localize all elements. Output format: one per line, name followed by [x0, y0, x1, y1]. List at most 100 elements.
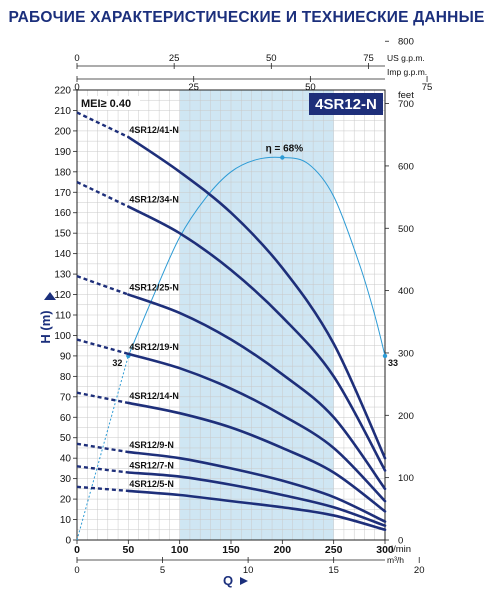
y-tick-label: 100	[54, 331, 71, 342]
y-tick-label: 0	[65, 536, 71, 547]
us-tick-label: 75	[363, 53, 374, 64]
y-tick-label: 50	[60, 433, 72, 444]
imp-tick-label: 0	[74, 82, 79, 93]
curve-4SR12/41-N	[127, 135, 387, 460]
curve-dashed-4SR12/9-N	[76, 442, 129, 454]
series-label-4SR12/5-N: 4SR12/5-N	[129, 479, 174, 489]
y-tick-label: 190	[54, 147, 71, 158]
feet-tick-label: 200	[398, 411, 414, 422]
axes: 0102030405060708090100110120130140150160…	[38, 37, 433, 588]
feet-tick-label: 400	[398, 286, 414, 297]
x-tick-label: 50	[122, 544, 134, 556]
y-tick-label: 70	[60, 392, 72, 403]
x-axis-title: Q	[223, 573, 233, 588]
series-label-4SR12/25-N: 4SR12/25-N	[129, 283, 179, 293]
m3h-tick-label: 10	[243, 565, 254, 576]
imp-unit-label: Imp g.p.m.	[387, 67, 427, 77]
y-tick-label: 140	[54, 249, 71, 260]
y-tick-label: 170	[54, 188, 71, 199]
curve-dashed-4SR12/14-N	[76, 391, 129, 405]
series-label-4SR12/7-N: 4SR12/7-N	[129, 461, 174, 471]
us-unit-label: US g.p.m.	[387, 53, 425, 63]
y-tick-label: 130	[54, 270, 71, 281]
curve-dashed-4SR12/5-N	[76, 485, 129, 493]
m3h-tick-label: 0	[74, 565, 79, 576]
curve-4SR12/34-N	[127, 205, 387, 472]
y-tick-label: 110	[55, 311, 71, 322]
curve-dashed-4SR12/7-N	[76, 465, 129, 474]
lpm-unit-label: l/min	[391, 544, 411, 555]
x-tick-label: 100	[171, 544, 189, 556]
model-box	[309, 93, 383, 115]
curve-4SR12/7-N	[127, 471, 387, 527]
y-tick-label: 180	[54, 167, 71, 178]
x-tick-label: 150	[222, 544, 240, 556]
y-tick-label: 10	[60, 515, 72, 526]
curve-dashed-4SR12/41-N	[76, 111, 129, 139]
mei-box	[78, 96, 140, 110]
us-tick-label: 0	[74, 53, 79, 64]
series-label-4SR12/41-N: 4SR12/41-N	[129, 125, 179, 135]
feet-tick-label: 700	[398, 99, 414, 110]
model-label: 4SR12-N	[315, 96, 377, 113]
y-tick-label: 90	[60, 351, 72, 362]
y-tick-label: 160	[54, 208, 71, 219]
efficiency-label: η = 68%	[266, 144, 304, 155]
y-tick-label: 220	[54, 86, 71, 97]
x-tick-label: 0	[74, 544, 80, 556]
labels: 4SR12/41-N 4SR12/34-N 4SR12/25-N 4SR12/19-N…	[78, 93, 383, 489]
y-tick-label: 150	[54, 229, 71, 240]
us-tick-label: 25	[169, 53, 180, 64]
x-tick-label: 300	[376, 544, 394, 556]
page-title: РАБОЧИЕ ХАРАКТЕРИСТИЧЕСКИЕ И ТЕХНИЕСКИЕ …	[8, 9, 485, 26]
y-tick-label: 60	[60, 413, 72, 424]
curve-4SR12/5-N	[127, 489, 387, 532]
m3h-tick-label: 15	[328, 565, 339, 576]
series-label-4SR12/9-N: 4SR12/9-N	[129, 440, 174, 450]
grid	[76, 89, 386, 541]
y-tick-label: 20	[60, 495, 72, 506]
imp-tick-label: 75	[422, 82, 433, 93]
feet-unit-label: feet	[398, 90, 414, 101]
imp-tick-label: 25	[188, 82, 199, 93]
feet-tick-label: 600	[398, 161, 414, 172]
curve-4SR12/9-N	[127, 450, 387, 523]
efficiency-line	[127, 156, 386, 357]
y-tick-label: 210	[54, 106, 71, 117]
x-tick-label: 250	[325, 544, 343, 556]
y-tick-label: 40	[60, 454, 72, 465]
feet-tick-label: 300	[398, 348, 414, 359]
y-tick-label: 200	[54, 126, 71, 137]
y-axis-arrow	[44, 292, 56, 300]
m3h-tick-label: 5	[160, 565, 165, 576]
series-label-4SR12/34-N: 4SR12/34-N	[129, 195, 179, 205]
curve-dashed-4SR12/19-N	[76, 338, 129, 356]
feet-tick-label: 100	[398, 473, 414, 484]
m3h-tick-label: 20	[414, 565, 425, 576]
mei-label: MEI≥ 0.40	[81, 98, 131, 110]
imp-tick-label: 50	[305, 82, 316, 93]
m3h-unit-label: m³/h	[387, 555, 404, 565]
series-label-4SR12/19-N: 4SR12/19-N	[129, 342, 179, 352]
y-tick-label: 80	[60, 372, 72, 383]
curve-4SR12/19-N	[127, 352, 387, 503]
x-axis-arrow	[240, 577, 248, 585]
curve-dashed-4SR12/25-N	[76, 275, 129, 296]
efficiency-end-point	[382, 353, 388, 359]
series-label-4SR12/14-N: 4SR12/14-N	[129, 391, 179, 401]
y-axis-title: H (m)	[38, 310, 53, 343]
x-tick-label: 200	[274, 544, 292, 556]
y-tick-label: 120	[54, 290, 71, 301]
feet-tick-label: 0	[398, 536, 403, 547]
y-tick-label: 30	[60, 474, 72, 485]
pump-curves	[76, 111, 387, 532]
feet-tick-label: 500	[398, 224, 414, 235]
curve-dashed-4SR12/34-N	[76, 180, 129, 208]
us-tick-label: 50	[266, 53, 277, 64]
feet-tick-label: 800	[398, 37, 414, 48]
efficiency-end-label: 33	[388, 358, 398, 368]
efficiency-peak-point	[280, 155, 285, 160]
efficiency-start-label: 32	[112, 358, 122, 368]
curve-4SR12/25-N	[127, 293, 387, 491]
